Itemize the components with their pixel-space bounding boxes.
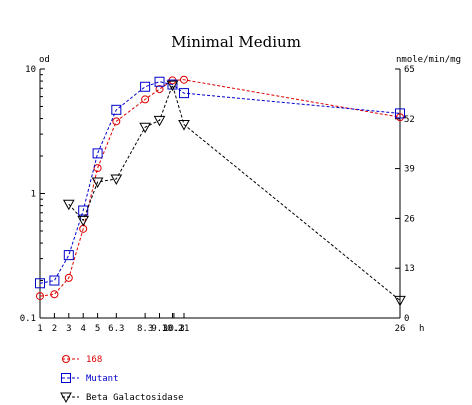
legend-item: 168	[62, 355, 102, 365]
y-right-tick-label: 65	[404, 65, 415, 75]
x-tick-label: 10.2	[162, 324, 184, 334]
data-point	[394, 295, 406, 307]
data-point	[63, 250, 74, 261]
series-layer	[35, 75, 406, 307]
series-line	[68, 83, 401, 301]
y-right-tick-label: 52	[404, 115, 415, 125]
data-point	[49, 275, 60, 286]
y-left-tick-label: 0.1	[20, 314, 36, 324]
data-point	[91, 177, 104, 189]
y-left-tick-label: 10	[25, 65, 36, 75]
y-right-unit: nmole/min/mg	[396, 55, 461, 65]
y-right-tick-label: 39	[404, 165, 415, 175]
series	[36, 75, 404, 301]
data-point	[111, 104, 122, 115]
data-point	[61, 373, 71, 383]
y-right-tick-label: 26	[404, 214, 415, 224]
data-point	[62, 199, 75, 211]
data-point	[77, 215, 90, 227]
data-point	[180, 75, 188, 84]
legend-label: Mutant	[86, 374, 119, 384]
legend-item: Mutant	[61, 373, 119, 384]
data-point	[93, 164, 102, 173]
x-tick-label: 9.3	[151, 324, 167, 334]
data-point	[36, 292, 44, 301]
x-tick-label: 4	[80, 324, 85, 334]
y-right-tick-label: 0	[404, 314, 409, 324]
legend: 168 Mutant Beta Galactosidase	[60, 355, 184, 404]
x-tick-label: 3	[66, 324, 71, 334]
data-point	[140, 81, 151, 92]
data-point	[141, 95, 150, 104]
data-point	[139, 122, 151, 134]
data-point	[155, 85, 164, 94]
series-line	[39, 81, 401, 284]
x-tick-label: 10.3	[163, 324, 185, 334]
legend-label: 168	[86, 355, 102, 365]
data-point	[395, 108, 405, 119]
data-point	[112, 117, 121, 126]
y-left-unit: od	[39, 55, 50, 65]
data-point	[179, 88, 189, 99]
x-tick-label: 2	[52, 324, 57, 334]
x-tick-label: 11	[179, 324, 190, 334]
x-unit: h	[419, 324, 424, 334]
legend-label: Beta Galactosidase	[86, 393, 184, 403]
chart-title: Minimal Medium	[171, 33, 301, 51]
series-line	[39, 79, 401, 297]
y-right-tick-label: 13	[404, 264, 415, 274]
data-point	[178, 120, 190, 131]
data-point	[166, 80, 179, 92]
x-tick-label: 8.3	[137, 324, 153, 334]
data-point	[154, 76, 165, 87]
data-point	[64, 273, 73, 282]
data-point	[50, 290, 59, 299]
x-tick-label: 1	[37, 324, 42, 334]
data-point	[35, 278, 45, 289]
series	[35, 76, 405, 289]
series	[62, 80, 406, 307]
legend-item: Beta Galactosidase	[60, 392, 184, 404]
x-tick-label: 26	[395, 324, 406, 334]
data-point	[60, 392, 72, 404]
x-tick-label: 5	[95, 324, 100, 334]
data-point	[396, 113, 404, 122]
data-point	[110, 174, 123, 185]
data-point	[153, 115, 166, 127]
data-point	[62, 355, 70, 363]
data-point	[167, 79, 178, 90]
data-point	[78, 205, 89, 216]
x-tick-label: 6.3	[108, 324, 124, 334]
y-left-tick-label: 1	[31, 190, 36, 200]
data-point	[92, 148, 103, 159]
